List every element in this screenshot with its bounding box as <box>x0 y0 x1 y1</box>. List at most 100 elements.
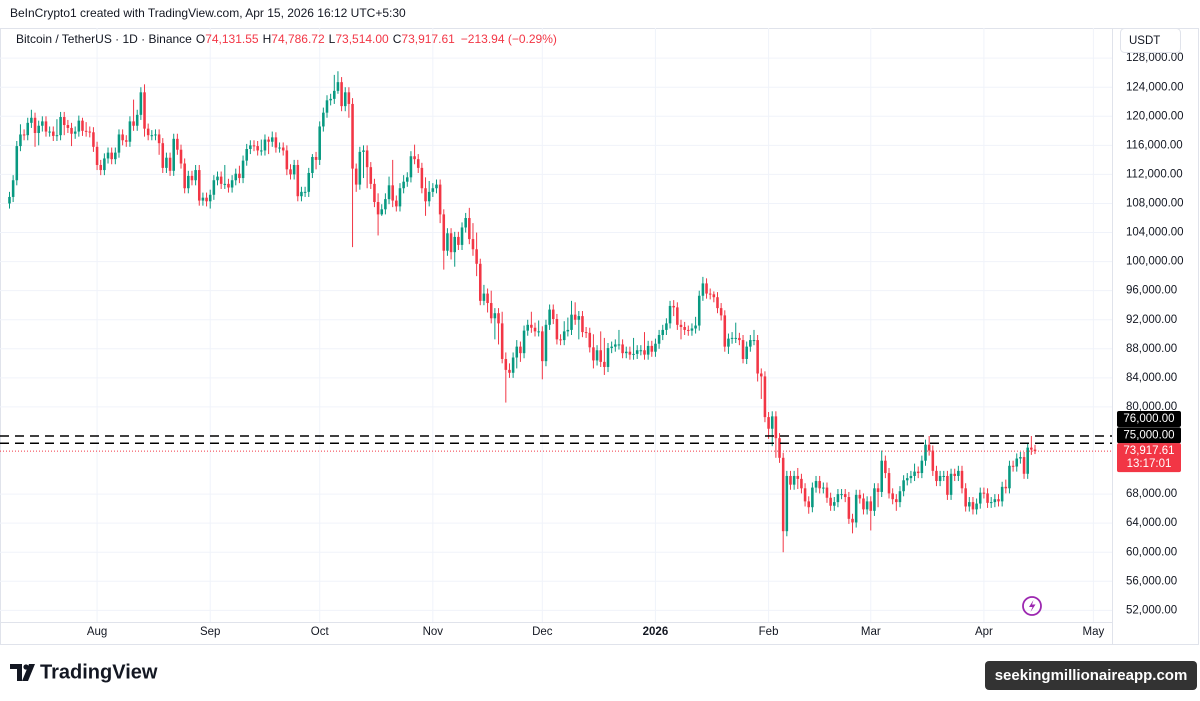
candle-body <box>347 92 351 104</box>
candle-body <box>767 417 770 429</box>
candle-body <box>227 183 230 188</box>
candle-body <box>1011 465 1015 467</box>
candle-body <box>416 159 420 168</box>
alert-icon[interactable] <box>1022 596 1042 616</box>
candle-body <box>905 478 909 481</box>
y-tick-label: 104,000.00 <box>1126 227 1184 239</box>
candle-body <box>292 164 296 175</box>
candle-body <box>811 487 814 508</box>
candle-body <box>924 444 927 461</box>
candle-body <box>150 135 154 137</box>
plot-area <box>0 71 1112 553</box>
candle-body <box>537 331 540 333</box>
candle-body <box>508 369 511 373</box>
y-tick-label: 116,000.00 <box>1126 139 1183 151</box>
candle-body <box>672 305 675 308</box>
candle-body <box>741 340 745 359</box>
candle-body <box>836 494 840 503</box>
x-tick-label: Apr <box>975 626 993 638</box>
candle-body <box>44 121 48 132</box>
candle-body <box>139 92 143 115</box>
candle-body <box>968 502 971 507</box>
candle-body <box>643 350 646 355</box>
candle-body <box>818 481 821 489</box>
candle-body <box>533 327 537 332</box>
candle-body <box>949 473 953 495</box>
candle-body <box>270 137 274 142</box>
candle-body <box>617 344 621 346</box>
currency[interactable]: USDT <box>1129 35 1160 47</box>
x-tick-label: Nov <box>423 626 444 638</box>
candle-body <box>285 150 289 170</box>
candle-body <box>716 297 719 309</box>
candle-body <box>683 327 686 330</box>
candle-body <box>679 324 683 328</box>
candle-body <box>95 146 99 165</box>
candle-body <box>369 167 373 184</box>
x-tick-label: Feb <box>759 626 779 638</box>
candle-body <box>48 131 51 133</box>
y-tick-label: 60,000.00 <box>1126 546 1177 558</box>
candle-body <box>909 475 913 479</box>
candle-body <box>694 325 697 329</box>
candle-body <box>920 460 924 474</box>
candle-body <box>391 185 394 201</box>
candle-body <box>424 188 427 202</box>
candle-body <box>238 173 241 179</box>
candle-body <box>916 471 920 474</box>
candle-body <box>497 313 500 324</box>
candle-body <box>234 173 238 181</box>
candle-body <box>493 313 497 319</box>
change: −213.94 (−0.29%) <box>461 32 557 46</box>
chart-frame <box>0 28 1199 645</box>
x-tick-label: Oct <box>311 626 330 638</box>
candle-body <box>398 188 402 207</box>
candle-body <box>592 347 595 361</box>
candle-body <box>161 143 165 168</box>
candle-body <box>307 172 311 192</box>
y-tick-label: 80,000.00 <box>1126 401 1177 413</box>
candle-body <box>1026 447 1029 474</box>
currency-button[interactable] <box>1120 28 1181 53</box>
candle-body <box>1015 458 1019 467</box>
candle-body <box>705 283 708 294</box>
candle-body <box>245 148 248 161</box>
candle-body <box>478 263 482 301</box>
x-tick-label: Mar <box>861 626 881 638</box>
candle-body <box>946 475 949 495</box>
candle-body <box>41 121 44 126</box>
candle-body <box>1033 449 1037 452</box>
y-tick-label: 120,000.00 <box>1126 110 1184 122</box>
candle-body <box>832 502 836 506</box>
candle-body <box>851 518 854 523</box>
y-tick-label: 56,000.00 <box>1126 575 1177 587</box>
candle-body <box>457 236 460 245</box>
alert-bolt[interactable] <box>1029 600 1036 612</box>
candle-body <box>453 236 457 253</box>
candle-body <box>223 183 227 185</box>
candle-body <box>964 488 967 507</box>
candle-body <box>727 338 730 347</box>
candle-body <box>559 339 562 341</box>
candle-body <box>595 350 599 361</box>
candle-body <box>33 117 37 134</box>
candle-body <box>62 117 66 126</box>
candle-body <box>530 324 533 328</box>
candle-body <box>756 340 759 374</box>
candle-body <box>657 335 661 344</box>
alert-circle[interactable] <box>1022 596 1042 616</box>
y-tick-label: 128,000.00 <box>1126 52 1184 64</box>
candle-body <box>526 324 529 331</box>
last-price-box <box>1117 443 1181 473</box>
candle-body <box>785 475 789 532</box>
level-label-box <box>1117 410 1181 427</box>
candle-body <box>566 329 570 332</box>
candle-body <box>431 188 435 192</box>
candle-body <box>249 145 252 149</box>
candle-body <box>154 134 157 136</box>
y-tick-label: 112,000.00 <box>1126 168 1183 180</box>
candle-body <box>781 457 785 532</box>
candle-body <box>278 147 281 149</box>
grid <box>0 28 1112 622</box>
candle-body <box>562 331 566 341</box>
